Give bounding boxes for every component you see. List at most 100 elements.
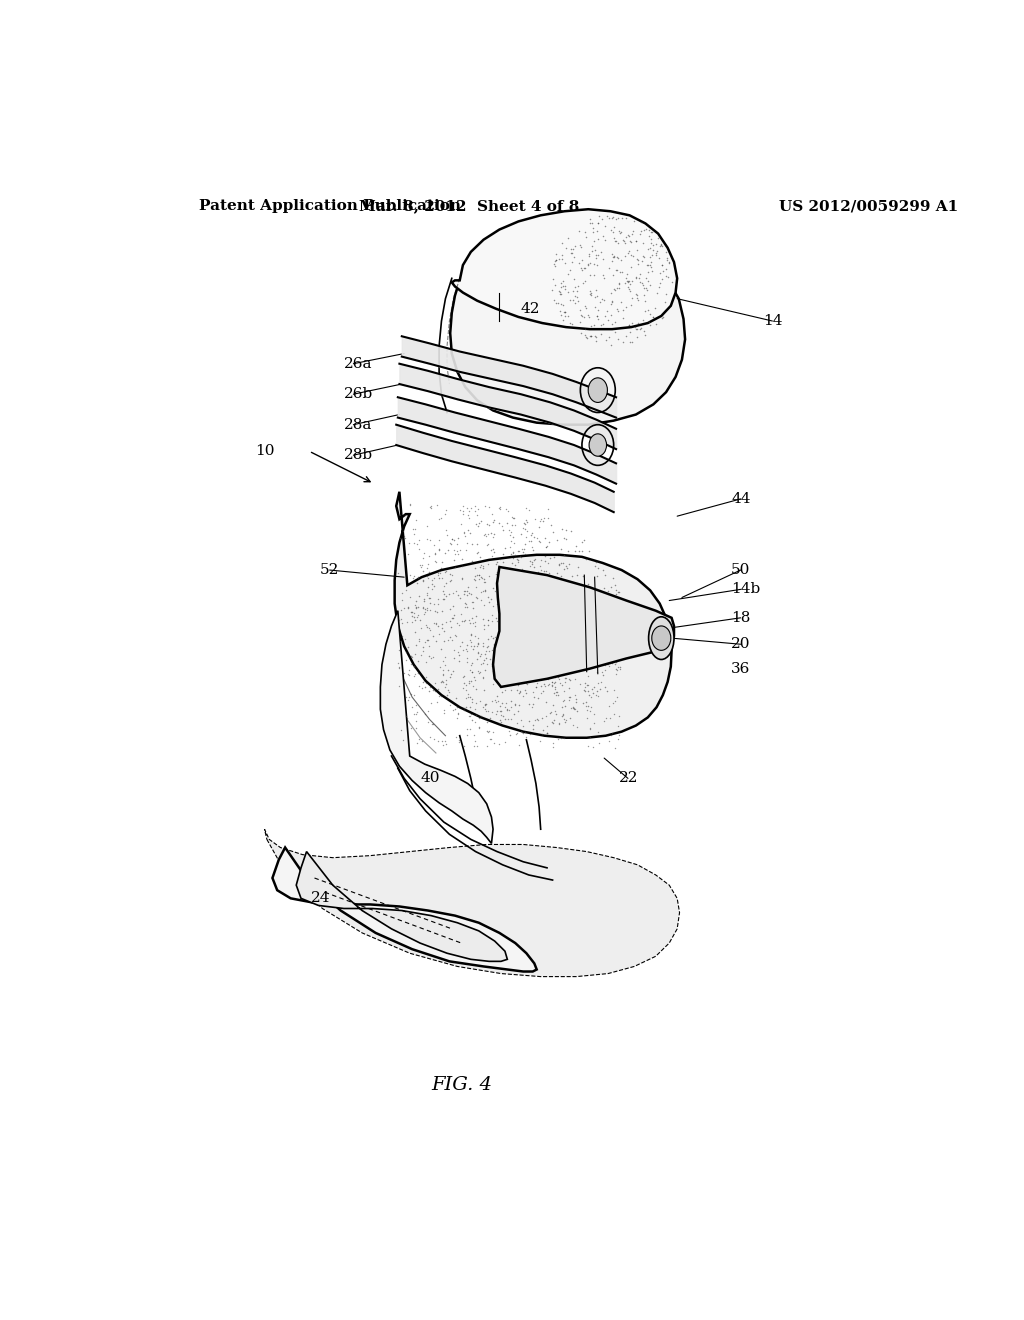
Point [606,312,623,333]
Point [620,271,636,292]
Point [505,546,521,568]
Point [589,255,605,276]
Point [409,606,425,627]
Point [557,279,573,300]
Point [544,675,560,696]
Point [486,638,503,659]
Point [416,589,432,610]
Point [519,651,536,672]
Point [425,626,441,647]
Point [450,642,466,663]
Point [396,663,413,684]
Point [525,557,542,578]
Point [482,649,499,671]
Point [548,249,564,271]
Point [565,627,582,648]
Point [507,554,523,576]
Point [475,572,492,593]
Point [583,326,599,347]
Point [605,647,622,668]
Point [476,643,493,664]
Point [459,635,475,656]
Point [535,664,551,685]
Point [397,628,414,649]
Point [521,694,538,715]
Point [555,660,571,681]
Point [492,498,508,519]
Point [607,659,624,680]
Point [526,607,543,628]
Point [493,577,509,598]
Point [476,523,493,544]
Point [594,288,610,309]
Point [449,612,465,634]
Point [547,660,563,681]
Point [462,697,478,718]
Point [420,711,436,733]
Point [498,692,514,713]
Text: 10: 10 [255,444,274,458]
Point [509,648,525,669]
Point [566,685,583,706]
Point [561,611,578,632]
Point [521,574,538,595]
Point [473,582,489,603]
Point [434,612,451,634]
Point [471,661,487,682]
Point [512,681,528,702]
Point [629,327,645,348]
Point [526,686,543,708]
Point [414,618,430,639]
Point [566,590,583,611]
Point [578,692,594,713]
Point [567,535,584,556]
Point [432,656,449,677]
Point [549,616,565,638]
Point [454,549,470,570]
Point [475,609,492,630]
Point [566,293,583,314]
Point [428,552,444,573]
Point [637,301,653,322]
Point [492,566,508,587]
Point [421,587,437,609]
Point [467,611,483,632]
Point [609,582,626,603]
Point [431,539,447,560]
Point [597,230,613,251]
Point [546,253,562,275]
Point [557,301,573,322]
Point [644,306,660,327]
Point [606,653,623,675]
Point [525,681,542,702]
Point [557,638,573,659]
Point [538,692,554,713]
Point [505,661,521,682]
Point [481,708,498,729]
Point [605,246,622,267]
Point [490,648,507,669]
Point [603,219,620,240]
Point [608,260,625,281]
Point [437,503,454,524]
Point [559,585,575,606]
Point [543,702,559,723]
Point [412,554,428,576]
Point [520,626,537,647]
Point [530,709,547,730]
Point [553,661,569,682]
Point [584,240,600,261]
Point [548,293,564,314]
Point [603,577,620,598]
Point [554,696,570,717]
Point [565,289,582,310]
Point [658,248,675,269]
Point [585,218,601,239]
Point [635,309,651,330]
Point [636,284,652,305]
Point [632,263,648,284]
Point [393,589,410,610]
Point [411,675,427,696]
Point [636,247,652,268]
Point [588,616,604,638]
